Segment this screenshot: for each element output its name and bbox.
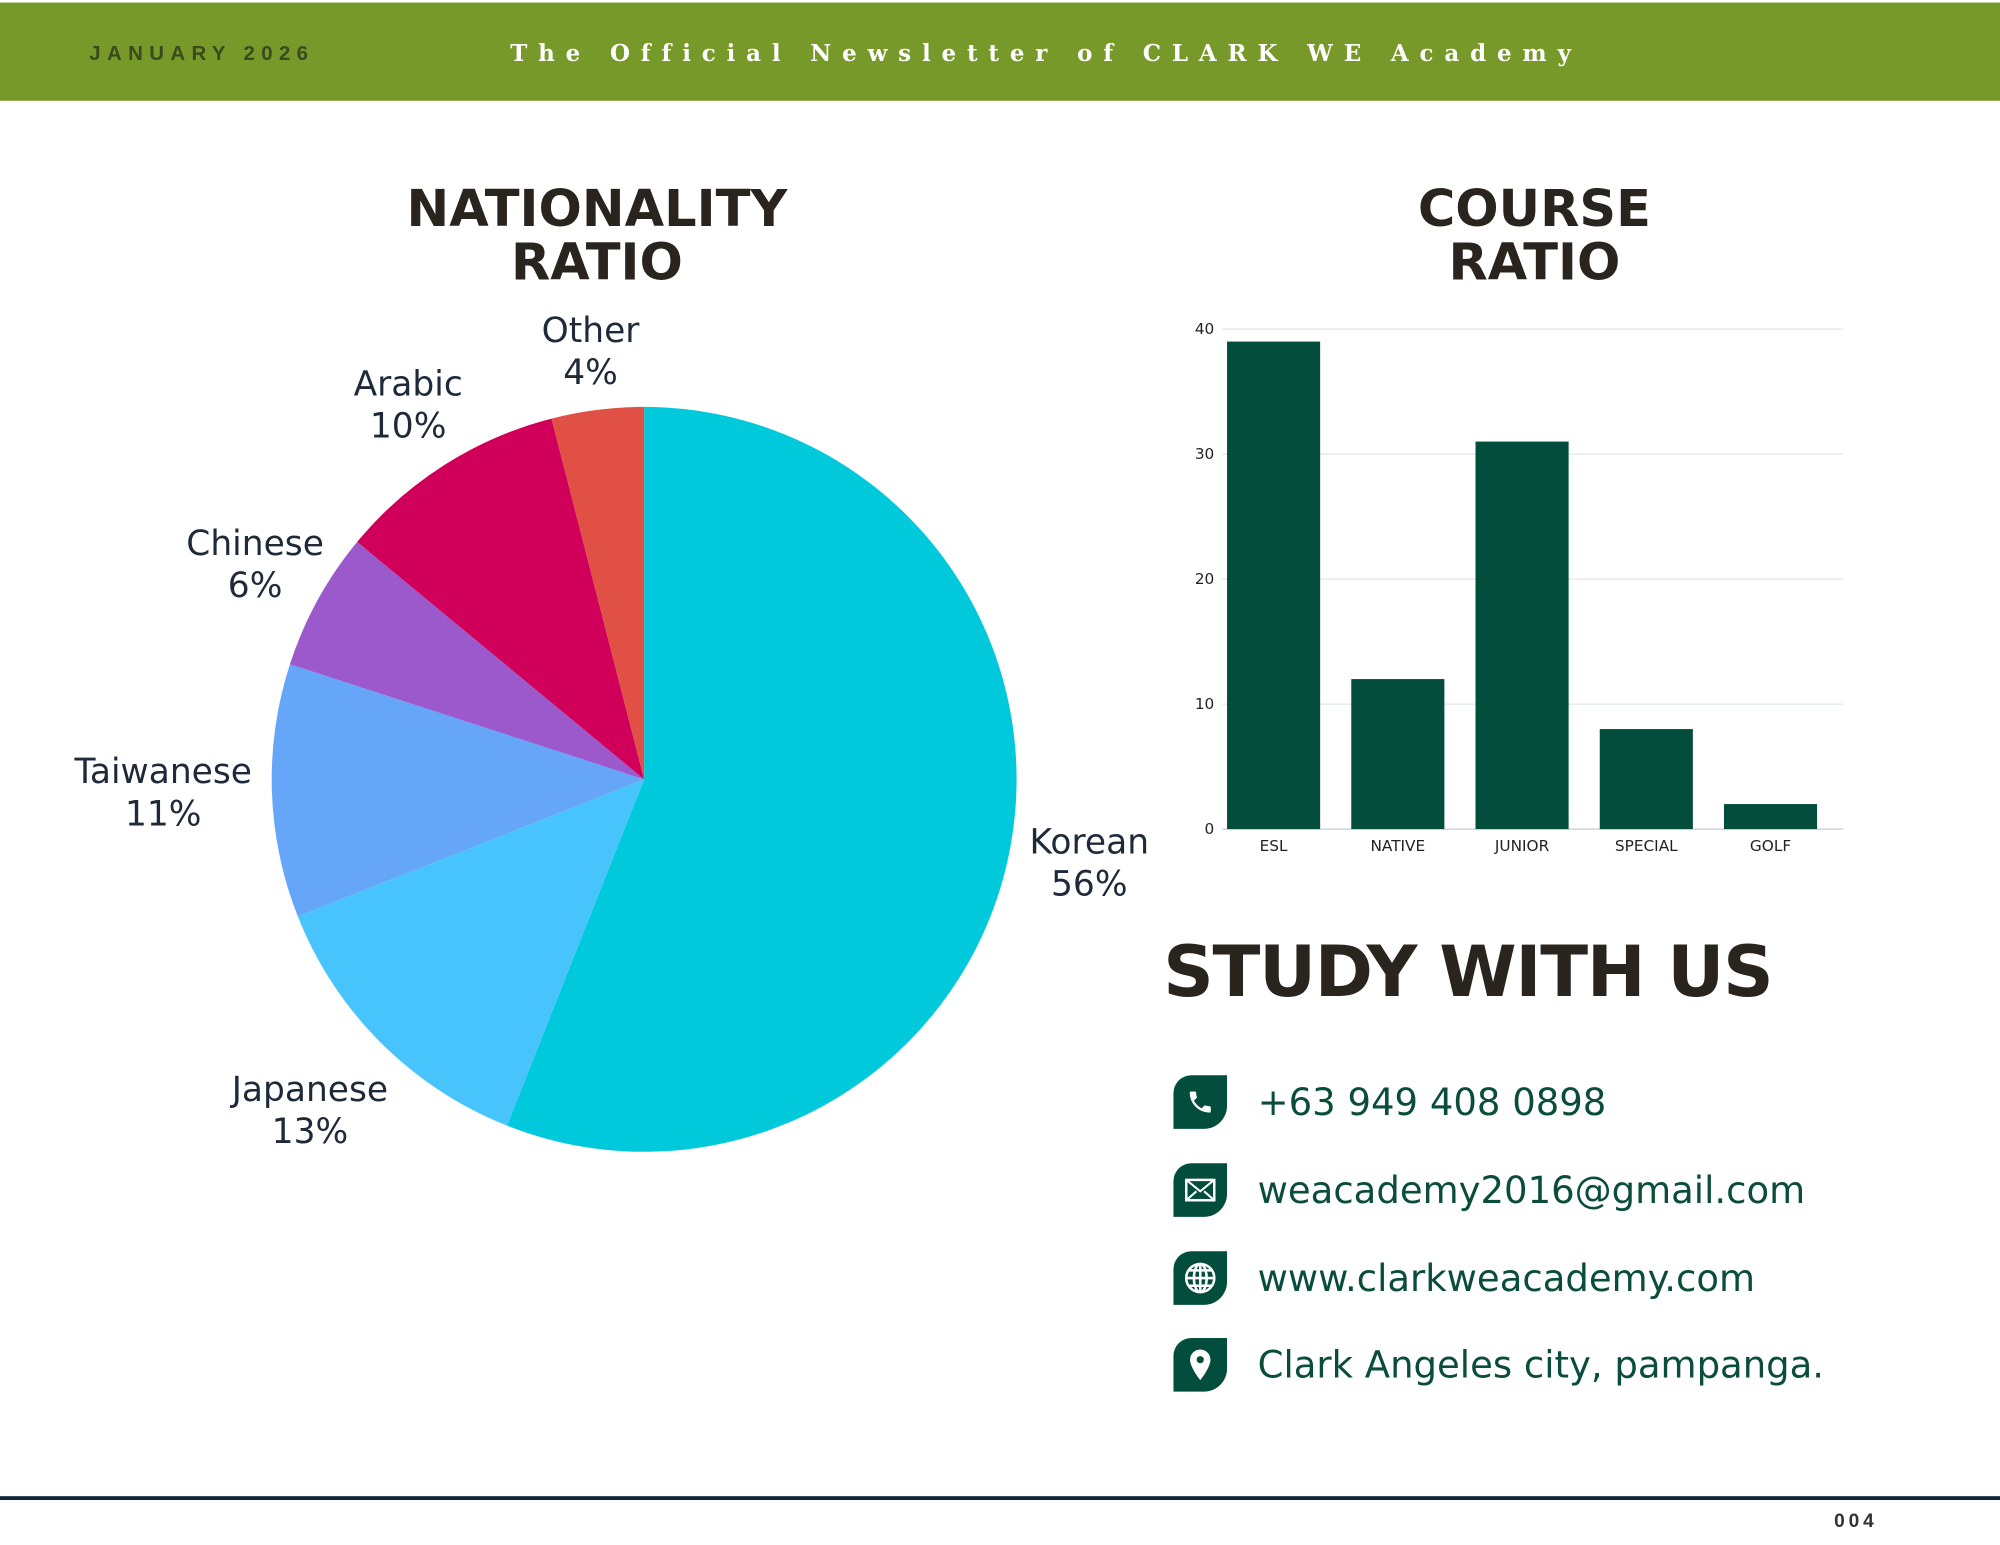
pie-label-value: 4% (563, 353, 618, 393)
pie-slice-chinese (289, 541, 645, 780)
pie-label-japanese: Japanese 13% (232, 1069, 388, 1153)
pie-label-name: Other (541, 311, 640, 351)
pie-label-other: Other 4% (542, 310, 640, 394)
course-title-line2: RATIO (1448, 233, 1621, 293)
study-with-us-heading: STUDY WITH US (1163, 931, 1773, 1013)
x-tick-label: GOLF (1750, 837, 1791, 855)
pie-label-name: Japanese (231, 1070, 389, 1110)
pie-label-name: Arabic (353, 364, 463, 405)
newsletter-tagline: The Official Newsletter of CLARK WE Acad… (510, 40, 1582, 68)
header-bar: JANUARY 2026 The Official Newsletter of … (0, 2, 2000, 101)
nationality-title: NATIONALITY RATIO (342, 182, 852, 289)
course-title-line1: COURSE (1417, 179, 1652, 239)
contact-email[interactable]: weacademy2016@gmail.com (1173, 1162, 1805, 1218)
pie-label-value: 56% (1051, 864, 1128, 905)
pie-label-name: Chinese (186, 524, 324, 564)
contact-phone[interactable]: +63 949 408 0898 (1173, 1074, 1606, 1130)
bar-native (1351, 679, 1445, 830)
pie-label-value: 11% (124, 794, 202, 835)
email-address: weacademy2016@gmail.com (1257, 1168, 1806, 1212)
phone-icon (1173, 1075, 1228, 1129)
x-tick-label: ESL (1260, 837, 1288, 855)
pie-label-chinese: Chinese 6% (186, 523, 324, 607)
y-tick-label: 40 (1195, 320, 1214, 338)
bar-golf (1723, 804, 1818, 830)
pie-label-taiwanese: Taiwanese 11% (75, 751, 252, 835)
bar-junior (1475, 441, 1569, 830)
pie-label-value: 13% (271, 1112, 349, 1152)
bar-special (1599, 729, 1693, 830)
location-pin-icon (1173, 1338, 1228, 1392)
pie-slice-korean (507, 406, 1017, 1152)
page-number: 004 (1834, 1510, 1878, 1532)
y-tick-label: 0 (1205, 820, 1215, 838)
y-tick-label: 10 (1195, 695, 1214, 713)
pie-slice-arabic (357, 418, 645, 780)
x-tick-label: NATIVE (1370, 837, 1425, 855)
pie-label-name: Taiwanese (74, 752, 252, 793)
course-title: COURSE RATIO (1279, 182, 1789, 289)
globe-icon (1173, 1251, 1228, 1305)
phone-number: +63 949 408 0898 (1257, 1080, 1607, 1124)
x-tick-label: SPECIAL (1615, 837, 1678, 855)
nationality-title-line1: NATIONALITY (406, 179, 788, 239)
pie-label-arabic: Arabic 10% (354, 364, 463, 448)
x-tick-label: JUNIOR (1494, 837, 1550, 855)
contact-address: Clark Angeles city, pampanga. (1173, 1337, 1824, 1393)
mail-icon (1173, 1163, 1228, 1217)
pie-label-korean: Korean 56% (1030, 821, 1149, 905)
issue-date: JANUARY 2026 (89, 43, 315, 66)
pie-slice-other (551, 406, 645, 780)
bar-esl (1227, 341, 1321, 830)
pie-label-value: 10% (369, 406, 447, 447)
pie-slice-taiwanese (271, 664, 645, 917)
y-tick-label: 20 (1195, 570, 1214, 588)
footer-divider (0, 1496, 2000, 1500)
pie-label-value: 6% (227, 566, 283, 606)
contact-website[interactable]: www.clarkweacademy.com (1173, 1250, 1755, 1306)
address: Clark Angeles city, pampanga. (1257, 1343, 1825, 1387)
website-url: www.clarkweacademy.com (1257, 1256, 1756, 1300)
pie-label-name: Korean (1029, 822, 1150, 863)
y-tick-label: 30 (1195, 445, 1214, 463)
nationality-title-line2: RATIO (510, 233, 683, 293)
